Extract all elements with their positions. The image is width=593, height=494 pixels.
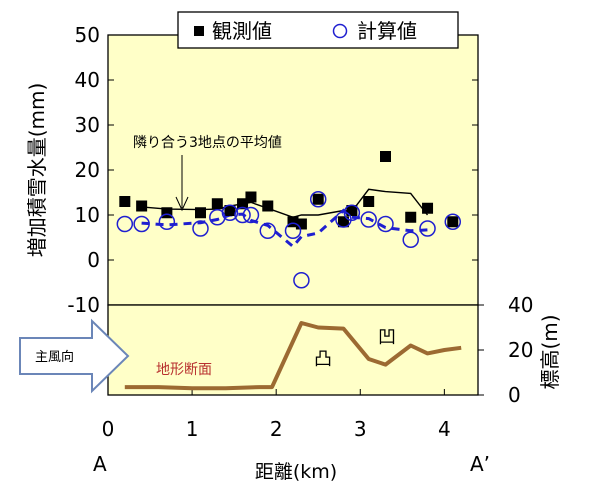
observed-point bbox=[245, 191, 257, 203]
computed-point bbox=[444, 213, 462, 230]
computed-point bbox=[284, 222, 302, 239]
wind-direction-arrow bbox=[19, 318, 130, 394]
y-tick-label: -10 bbox=[67, 293, 100, 317]
observed-point bbox=[136, 200, 148, 212]
observed-series bbox=[119, 151, 459, 230]
observed-point bbox=[312, 193, 324, 205]
observed-point bbox=[447, 216, 459, 228]
average-annotation: 隣り合う3地点の平均値 bbox=[133, 135, 282, 151]
legend-observed-label: 観測値 bbox=[212, 19, 272, 43]
computed-point bbox=[402, 231, 419, 248]
y-tick-label: 50 bbox=[75, 23, 100, 47]
y-tick-label: 20 bbox=[75, 158, 100, 182]
computed-point bbox=[133, 215, 150, 233]
computed-point bbox=[158, 213, 176, 230]
elevation-tick-label: 20 bbox=[508, 338, 533, 362]
x-tick-label: 0 bbox=[102, 417, 115, 441]
elevation-tick-label: 0 bbox=[508, 383, 521, 407]
legend-computed-label: 計算値 bbox=[357, 19, 417, 43]
x-end-label: A’ bbox=[470, 452, 490, 476]
upper-y-axis: -10 0 10 20 30 40 50 bbox=[67, 23, 478, 317]
terrain-label: 地形断面 bbox=[156, 362, 212, 378]
computed-point bbox=[259, 222, 277, 239]
elevation-tick-label: 40 bbox=[508, 293, 533, 317]
observed-point bbox=[237, 198, 249, 210]
observed-point bbox=[224, 205, 236, 216]
legend-computed-marker bbox=[332, 23, 348, 39]
x-tick-label: 1 bbox=[186, 417, 199, 441]
lower-y-axis-title: 標高(m) bbox=[538, 314, 562, 389]
observed-point bbox=[405, 211, 417, 223]
observed-point bbox=[262, 200, 274, 212]
x-tick-label: 3 bbox=[354, 417, 367, 441]
observed-point bbox=[287, 216, 299, 228]
concave-marker: 凹 bbox=[378, 327, 396, 348]
y-tick-label: 10 bbox=[75, 203, 100, 227]
observed-point bbox=[195, 207, 206, 219]
computed-point bbox=[242, 206, 260, 224]
computed-point bbox=[293, 272, 310, 289]
legend-observed-marker bbox=[194, 26, 204, 36]
observed-point bbox=[422, 202, 434, 214]
x-tick-label: 4 bbox=[438, 417, 451, 441]
upper-plot-area bbox=[107, 34, 479, 306]
annotation-arrow bbox=[175, 155, 189, 212]
terrain-line bbox=[124, 321, 462, 391]
computed-point bbox=[377, 215, 394, 233]
computed-series bbox=[116, 191, 462, 289]
computed-point bbox=[234, 206, 251, 224]
lower-y-axis: 0 20 40 bbox=[478, 293, 533, 407]
y-tick-label: 40 bbox=[75, 68, 100, 92]
legend-box bbox=[177, 11, 459, 49]
x-start-label: A bbox=[93, 452, 107, 476]
computed-point bbox=[343, 204, 361, 221]
x-tick-label: 2 bbox=[270, 417, 283, 441]
computed-point bbox=[419, 220, 436, 237]
computed-point bbox=[221, 204, 239, 221]
convex-marker: 凸 bbox=[314, 349, 332, 370]
observed-point bbox=[211, 198, 223, 210]
observed-point bbox=[295, 218, 307, 230]
computed-point bbox=[309, 191, 327, 208]
observed-point bbox=[346, 205, 358, 216]
x-axis: 0 1 2 3 4 bbox=[102, 389, 451, 441]
observed-point bbox=[363, 196, 375, 207]
y-tick-label: 30 bbox=[75, 113, 100, 137]
computed-point bbox=[192, 220, 209, 237]
observed-point bbox=[161, 207, 173, 219]
computed-average-line bbox=[141, 208, 428, 249]
observed-point bbox=[380, 151, 391, 162]
y-tick-label: 0 bbox=[87, 248, 100, 272]
upper-y-axis-title: 増加積雪水量(mm) bbox=[25, 83, 49, 258]
computed-point bbox=[116, 215, 134, 233]
computed-point bbox=[360, 211, 377, 228]
observed-point bbox=[337, 216, 349, 228]
observed-point bbox=[119, 196, 131, 207]
wind-direction-label: 主風向 bbox=[35, 349, 74, 365]
x-axis-title: 距離(km) bbox=[255, 461, 337, 483]
